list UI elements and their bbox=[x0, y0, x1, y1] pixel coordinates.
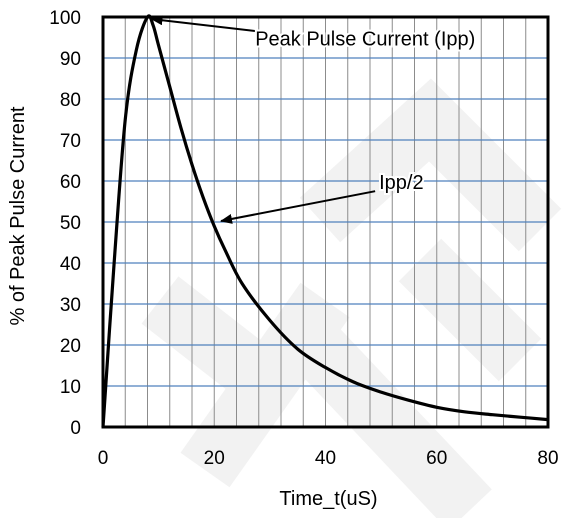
y-tick-label: 90 bbox=[60, 49, 81, 70]
annotation-arrow bbox=[150, 15, 262, 33]
x-tick-label: 80 bbox=[537, 448, 558, 469]
y-axis-title: % of Peak Pulse Current bbox=[7, 106, 29, 325]
y-tick-label: 30 bbox=[60, 295, 81, 316]
x-tick-label: 20 bbox=[204, 448, 225, 469]
watermark-stroke bbox=[141, 276, 269, 394]
y-tick-label: 50 bbox=[60, 213, 81, 234]
y-tick-labels: 0 10 20 30 40 50 60 70 80 90 100 bbox=[49, 8, 81, 439]
watermark-stroke bbox=[278, 309, 492, 518]
grid bbox=[103, 17, 548, 427]
x-tick-label: 60 bbox=[426, 448, 447, 469]
annotation-label: Ipp/2 bbox=[379, 172, 423, 194]
plot-frame bbox=[101, 15, 550, 429]
y-tick-label: 20 bbox=[60, 336, 81, 357]
y-tick-label: 60 bbox=[60, 172, 81, 193]
y-tick-label: 0 bbox=[70, 418, 81, 439]
series-line bbox=[101, 14, 549, 428]
y-tick-label: 40 bbox=[60, 254, 81, 275]
y-tick-label: 100 bbox=[49, 8, 81, 29]
y-tick-label: 70 bbox=[60, 131, 81, 152]
x-tick-label: 0 bbox=[98, 448, 109, 469]
annotations: Peak Pulse Current (Ipp) Ipp/2 bbox=[150, 15, 477, 224]
x-tick-labels: 0 20 40 60 80 bbox=[98, 448, 559, 469]
y-tick-label: 80 bbox=[60, 90, 81, 111]
annotation-arrow bbox=[220, 190, 376, 224]
y-tick-label: 10 bbox=[60, 377, 81, 398]
annotation-label: Peak Pulse Current (Ipp) bbox=[255, 29, 475, 51]
watermark-stroke bbox=[299, 78, 562, 252]
series bbox=[101, 14, 549, 428]
x-tick-label: 40 bbox=[315, 448, 336, 469]
x-axis-title: Time_t(uS) bbox=[279, 488, 377, 510]
